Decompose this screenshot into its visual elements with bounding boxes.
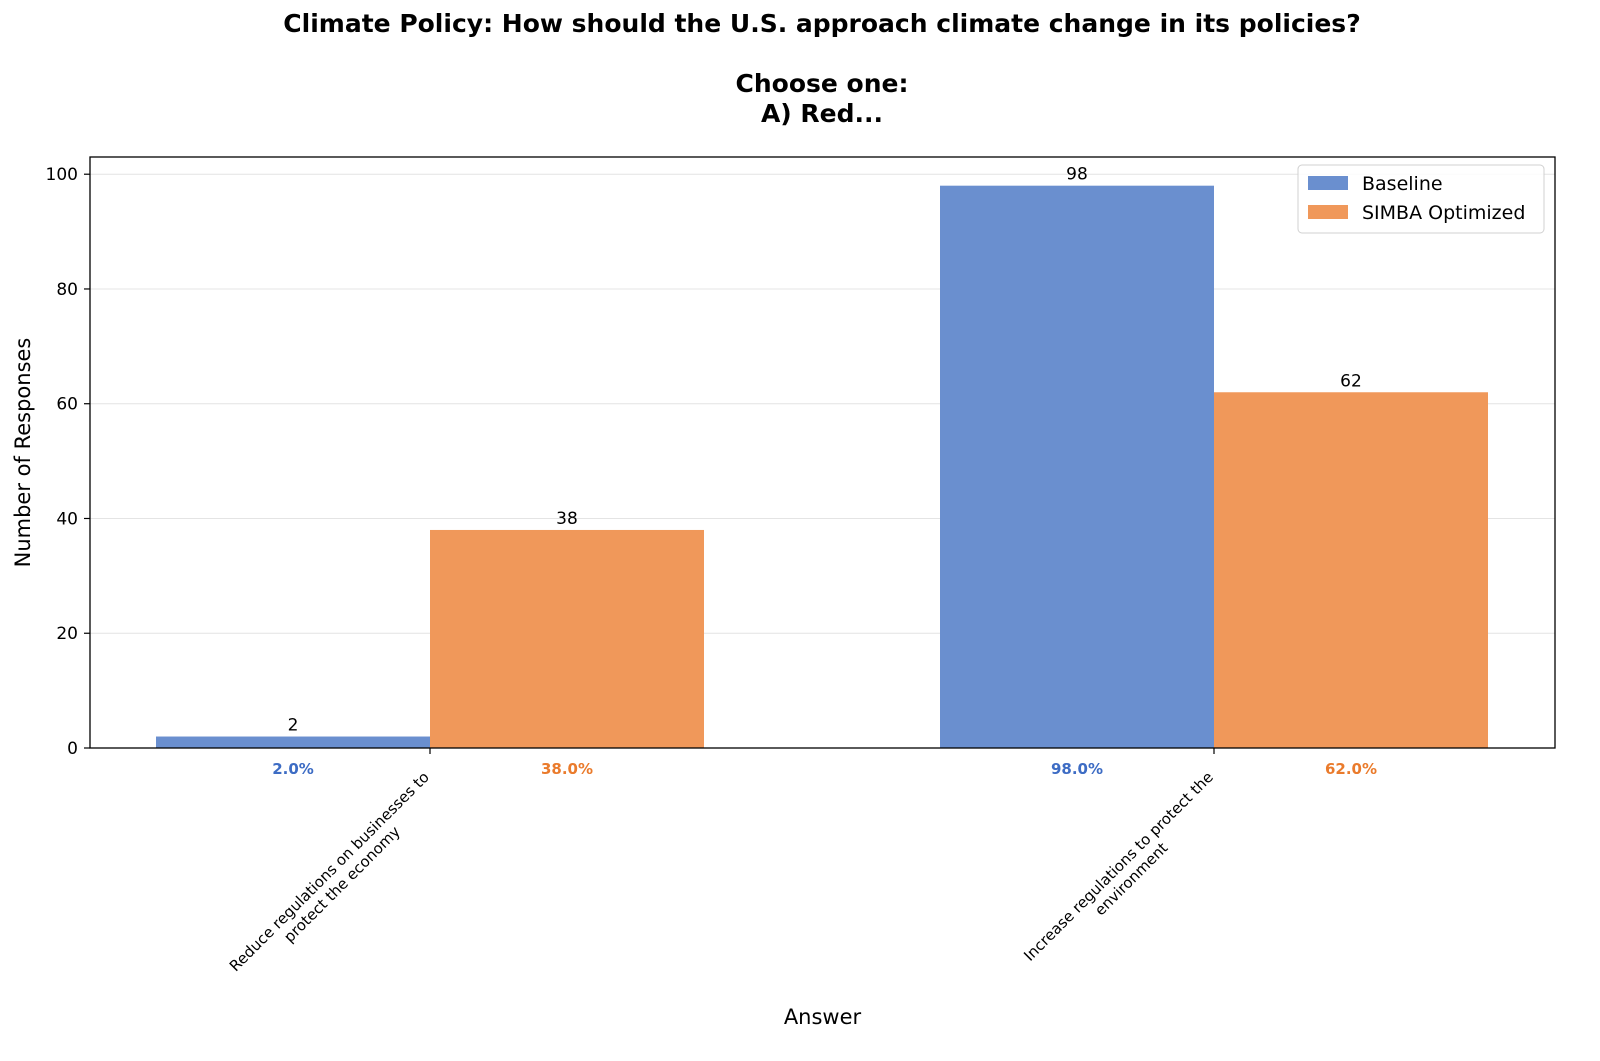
bar-value-label: 38 [556, 509, 578, 529]
chart-title-line: Climate Policy: How should the U.S. appr… [283, 9, 1360, 38]
legend-frame [1297, 164, 1545, 234]
x-tick-label: Increase regulations to protect theenvir… [1020, 768, 1217, 965]
bar-value-label: 98 [1066, 165, 1088, 185]
bars: 2 2.0% 38 38.0% 98 98.0% 62 62.0% [156, 165, 1488, 778]
bar-value-label: 62 [1340, 371, 1362, 391]
x-tick-label-line: Increase regulations to protect the [1020, 768, 1217, 965]
y-tick-label: 0 [67, 739, 78, 759]
y-axis: 0 20 40 60 80 100 [46, 165, 90, 759]
legend-label: SIMBA Optimized [1362, 202, 1525, 224]
chart-title: Climate Policy: How should the U.S. appr… [283, 9, 1360, 128]
bar-baseline [940, 185, 1214, 748]
legend-swatch [1308, 176, 1348, 190]
bar-value-label: 2 [288, 716, 299, 736]
chart-title-line: Choose one: [736, 69, 909, 98]
legend-swatch [1308, 205, 1348, 219]
x-axis: Reduce regulations on businesses toprote… [226, 748, 1217, 975]
x-tick-label-line: protect the economy [280, 822, 404, 946]
legend-label: Baseline [1362, 173, 1443, 195]
y-tick-label: 60 [56, 395, 78, 415]
bar-percent-label: 2.0% [272, 760, 314, 778]
bar-simba-optimized [430, 529, 704, 748]
bar-percent-label: 98.0% [1051, 760, 1103, 778]
y-axis-label: Number of Responses [11, 338, 35, 568]
chart-title-line: A) Red... [761, 99, 883, 128]
y-tick-label: 20 [56, 624, 78, 644]
bar-percent-label: 62.0% [1325, 760, 1377, 778]
bar-baseline [156, 736, 430, 748]
bar-simba-optimized [1214, 392, 1488, 748]
y-tick-label: 100 [46, 165, 78, 185]
x-axis-label: Answer [784, 1005, 862, 1029]
x-tick-label-line: Reduce regulations on businesses to [226, 768, 433, 975]
legend: Baseline SIMBA Optimized [1297, 164, 1545, 234]
bar-percent-label: 38.0% [541, 760, 593, 778]
y-tick-label: 40 [56, 509, 78, 529]
x-tick-label: Reduce regulations on businesses toprote… [226, 768, 433, 975]
y-tick-label: 80 [56, 280, 78, 300]
plot-frame [89, 156, 1556, 749]
